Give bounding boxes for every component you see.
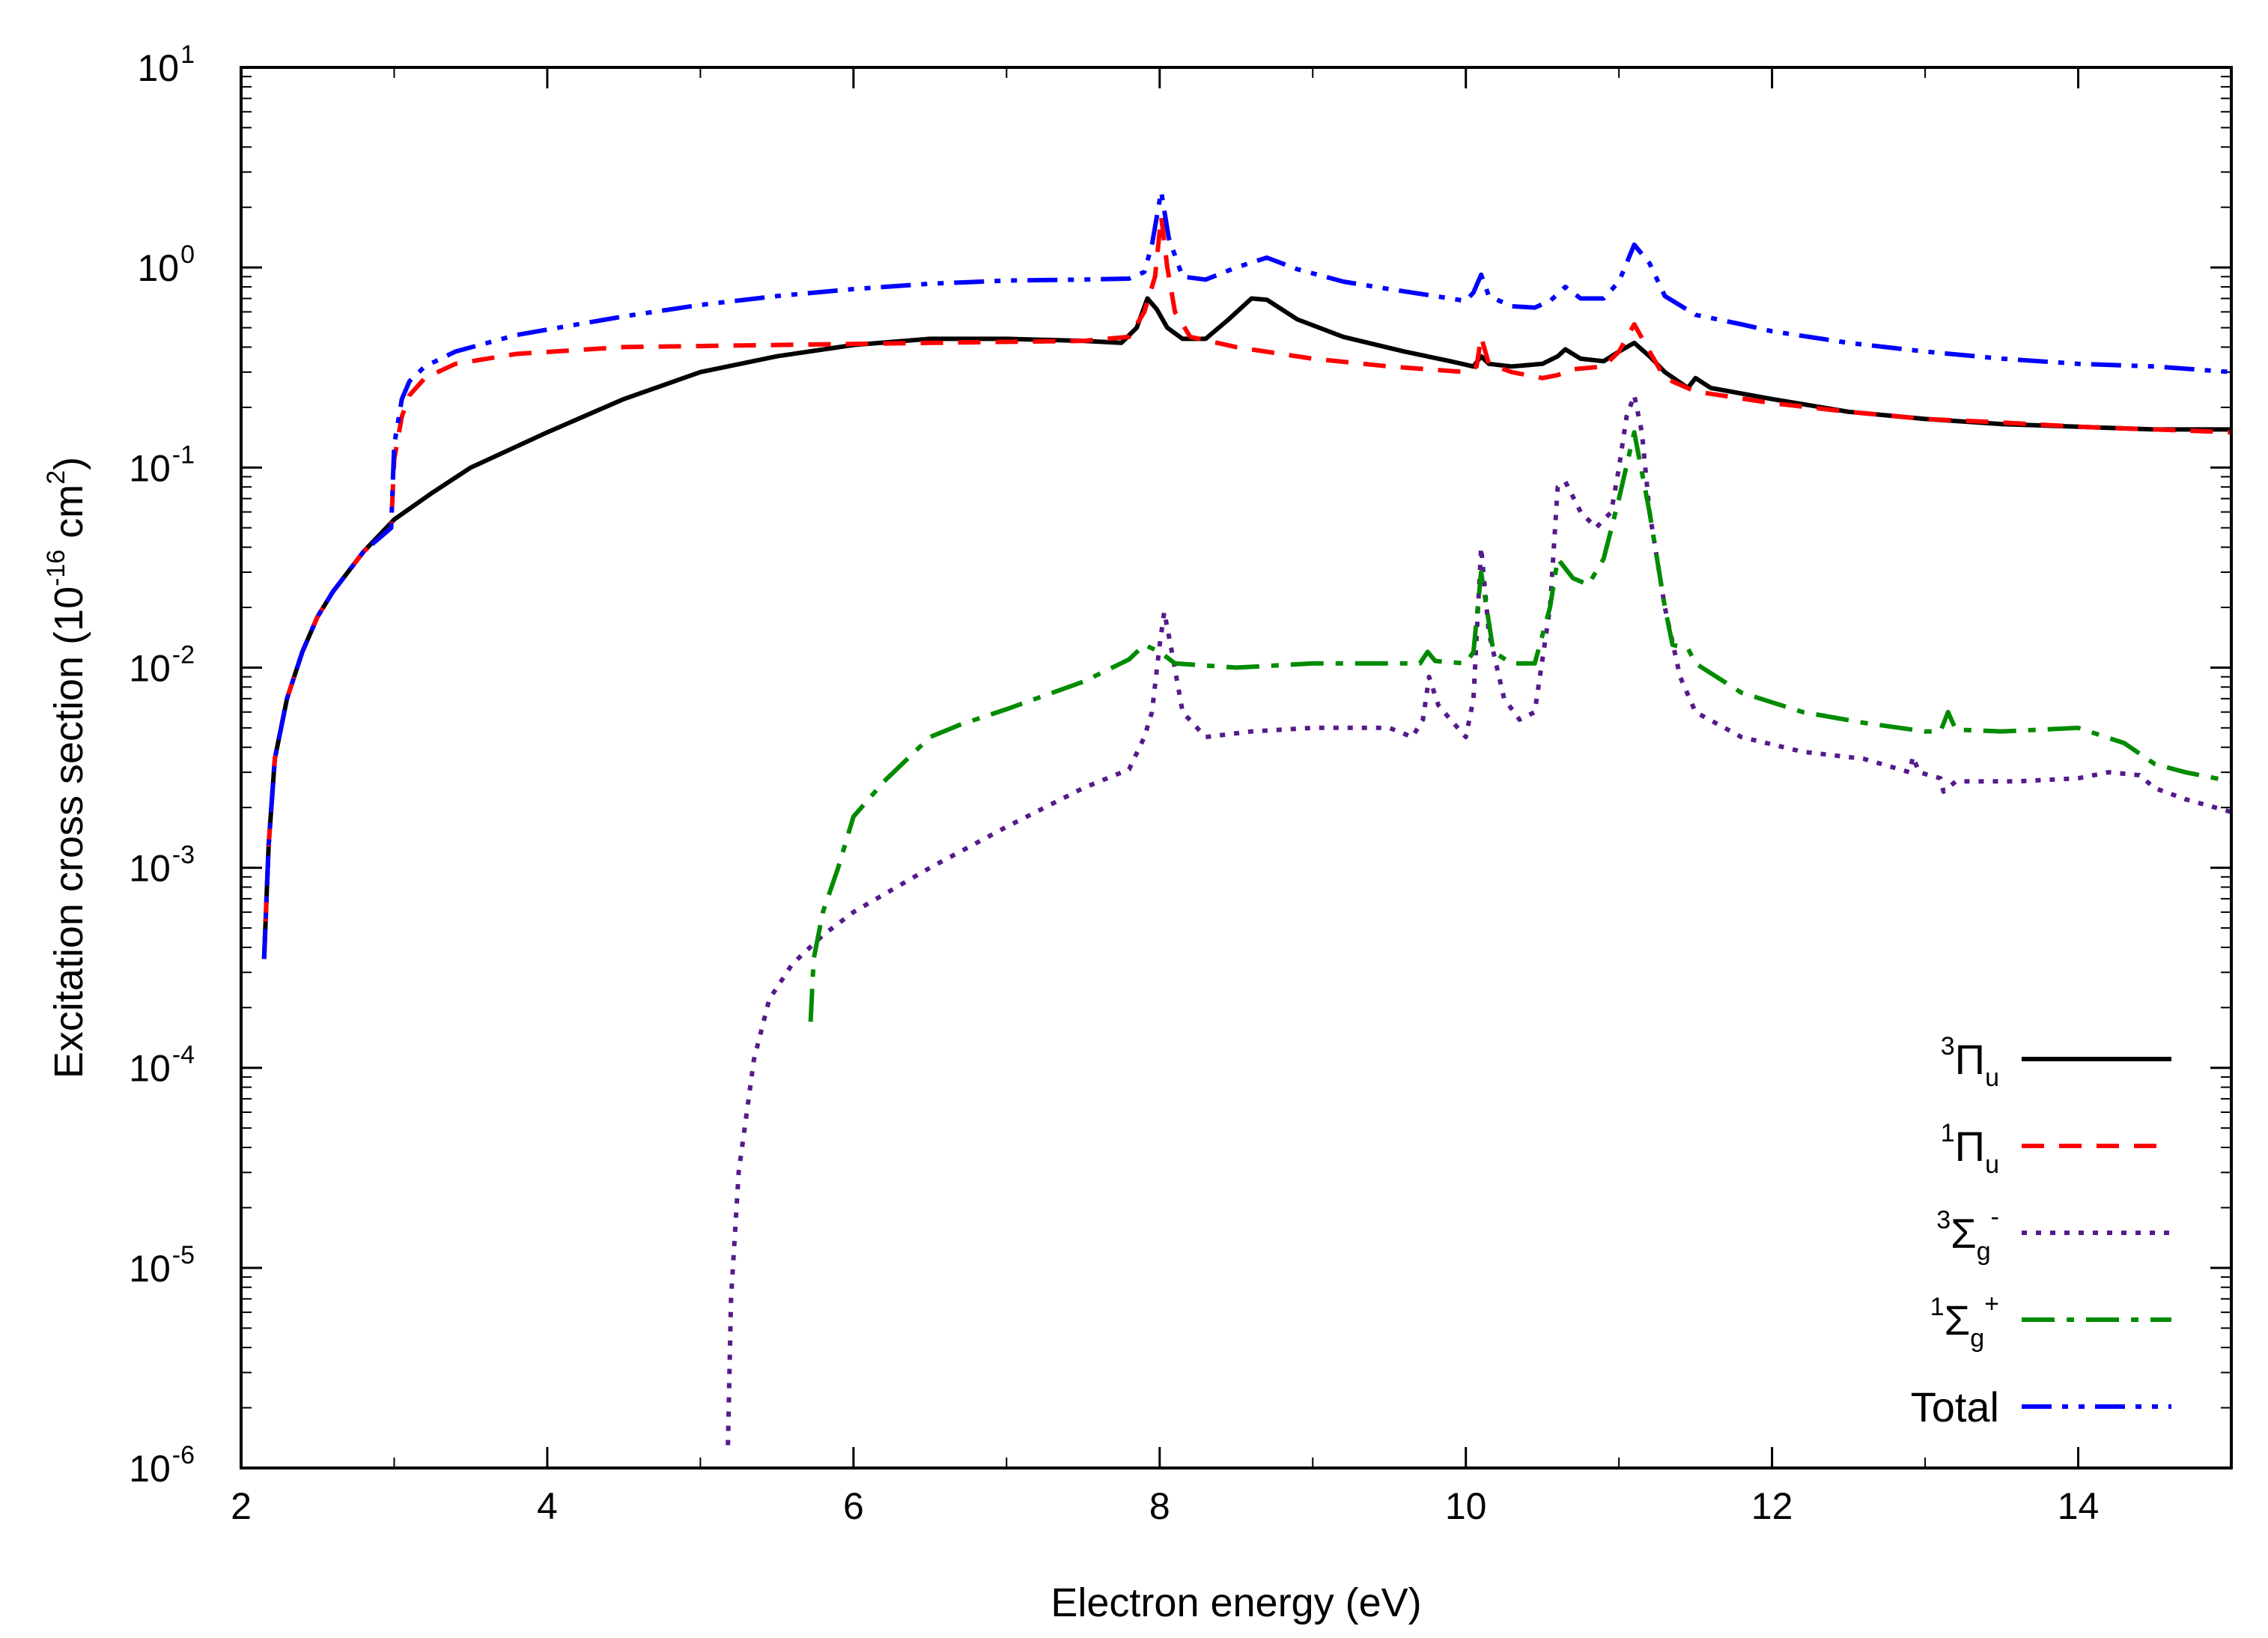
x-tick-label: 10 [1445,1485,1487,1527]
x-tick-label: 6 [843,1485,864,1527]
y-tick-label: 10-5 [129,1241,195,1290]
legend-label-3: 1Σg+ [1930,1290,1999,1353]
y-tick-label: 10-1 [129,440,195,489]
legend-label-4: Total [1911,1383,1999,1431]
y-axis-title: Excitation cross section (10-16 cm2) [42,457,91,1079]
plot-frame [240,66,2233,1469]
y-axis-title-text: Excitation cross section (10-16 cm2) [42,457,91,1079]
y-tick-label: 10-4 [129,1041,195,1090]
y-tick-label: 10-2 [129,640,195,689]
x-tick-label: 8 [1149,1485,1170,1527]
series-line-0 [261,296,2231,959]
x-axis-title: Electron energy (eV) [1051,1580,1421,1625]
series-line-3 [808,430,2231,1022]
legend: 3Πu 1Πu 3Σg- 1Σg+ Total [1911,1032,2171,1431]
x-tick-label: 2 [231,1485,252,1527]
y-tick-label: 100 [137,240,195,289]
y-tick-label: 101 [137,40,195,89]
y-tick-label: 10-3 [129,841,195,890]
series-line-4 [261,189,2231,959]
ticks-layer: 2 4 6 8 10 12 14 10-6 10-5 10-4 10-3 10-2 10-1 100 101 [129,40,2231,1527]
y-tick-label: 10-6 [129,1441,195,1490]
x-tick-label: 12 [1751,1485,1793,1527]
legend-label-0: 3Πu [1941,1032,1999,1092]
series-layer [261,189,2231,1446]
x-tick-label: 14 [2058,1485,2100,1527]
x-tick-label: 4 [537,1485,558,1527]
legend-label-1: 1Πu [1941,1119,1999,1179]
legend-label-2: 3Σg- [1936,1203,1999,1266]
series-line-2 [726,392,2231,1446]
